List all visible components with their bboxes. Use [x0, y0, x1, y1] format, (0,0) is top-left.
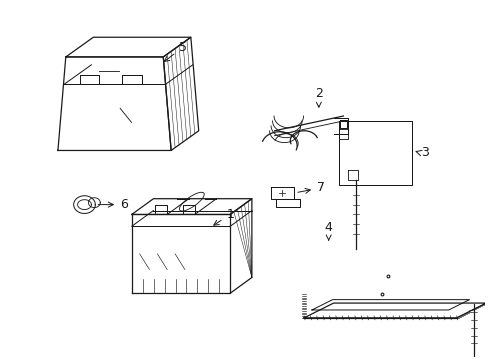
Text: 3: 3 [420, 146, 428, 159]
Text: 2: 2 [314, 87, 322, 107]
Text: 4: 4 [324, 221, 332, 240]
Text: 7: 7 [297, 181, 324, 194]
Text: 5: 5 [164, 41, 186, 62]
Text: 1: 1 [213, 208, 234, 225]
Text: 6: 6 [98, 198, 127, 211]
